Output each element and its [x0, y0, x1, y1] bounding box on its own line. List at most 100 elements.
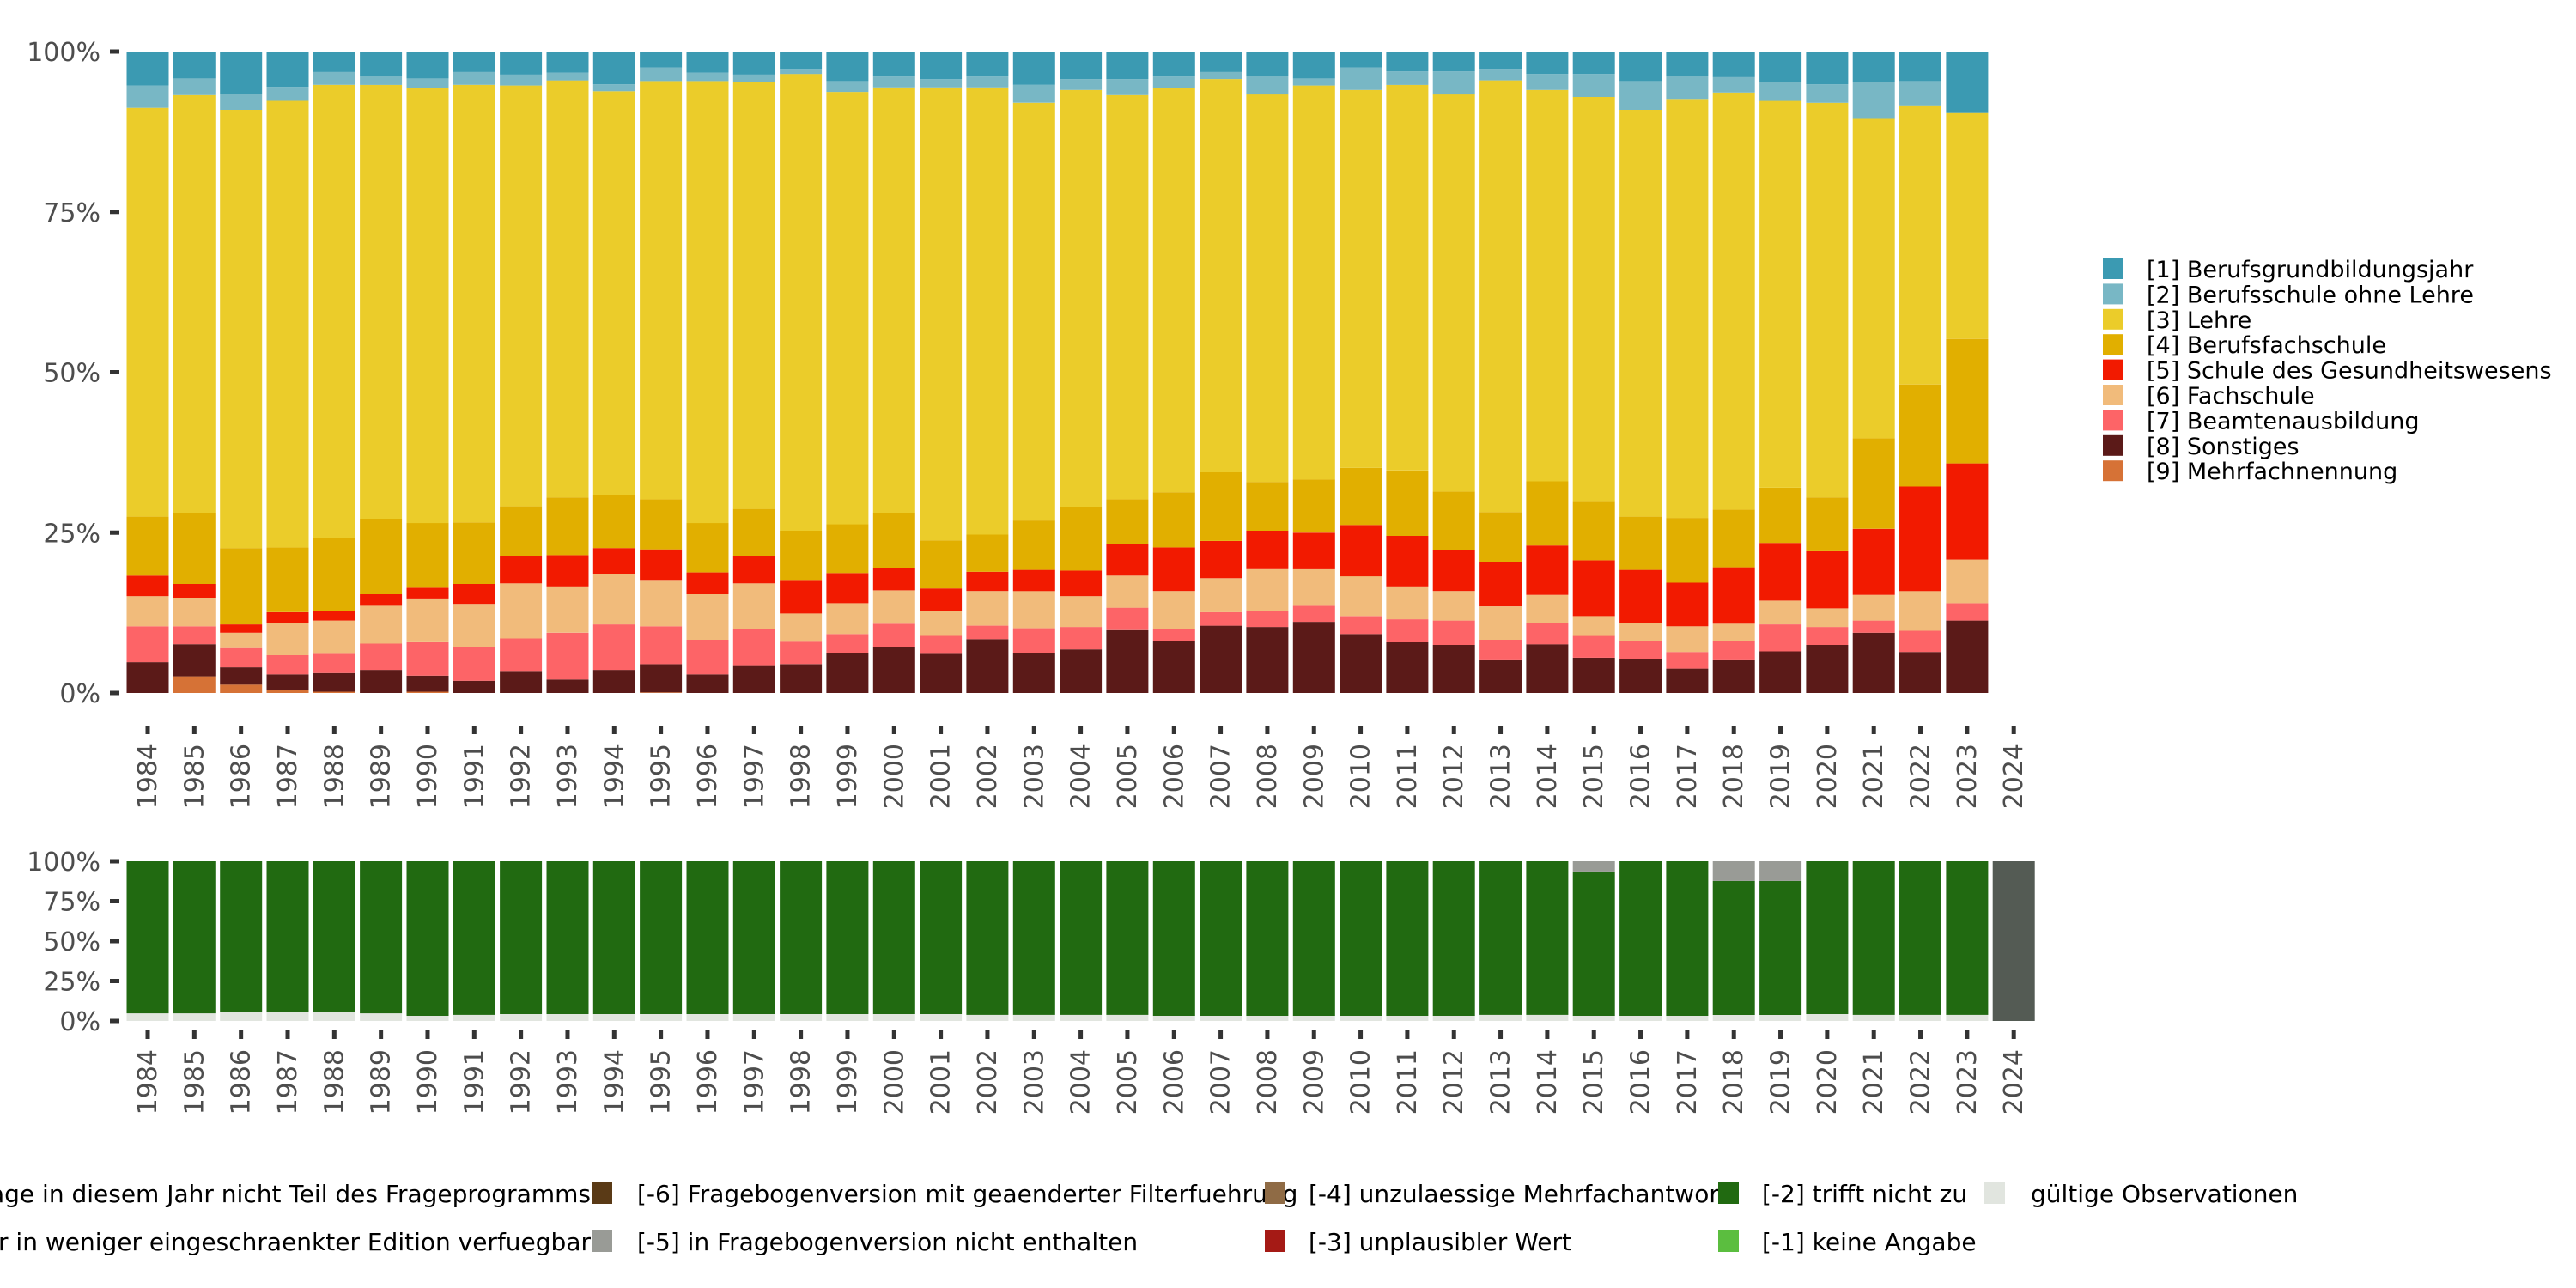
bar-segment [872, 861, 915, 1014]
bar-segment [872, 76, 915, 88]
bar-segment [500, 85, 543, 507]
bar-stack-1988 [313, 861, 355, 1021]
bar-segment [1152, 547, 1195, 592]
bar-segment [1666, 1016, 1709, 1021]
bar-segment [640, 1014, 683, 1021]
bar-segment [360, 670, 403, 693]
bar-segment [872, 52, 915, 77]
x-tick-label: 1996 [693, 1049, 723, 1115]
bar-stack-1984 [126, 52, 169, 693]
bar-segment [592, 84, 635, 92]
bar-segment [500, 74, 543, 86]
bar-segment [780, 69, 823, 75]
bar-segment [220, 684, 263, 693]
bar-segment [313, 84, 355, 538]
bar-segment [453, 522, 495, 584]
legend-label: [7] Beamtenausbildung [2147, 408, 2420, 434]
bottom-legend-item: [-4] unzulaessige Mehrfachantwort [1265, 1180, 1728, 1208]
bar-segment [1292, 532, 1335, 569]
bar-segment [173, 626, 216, 645]
bar-segment [500, 861, 543, 1014]
bar-segment [1432, 52, 1475, 72]
bar-segment [1340, 525, 1382, 577]
bar-segment [872, 1014, 915, 1021]
bar-segment [1619, 81, 1662, 110]
bar-segment [826, 634, 869, 653]
bar-segment [640, 664, 683, 693]
bar-segment [546, 52, 589, 73]
bar-segment [732, 74, 775, 82]
bottom-legend-label: ur in weniger eingeschraenkter Edition v… [0, 1228, 591, 1256]
bar-segment [126, 596, 169, 627]
bar-segment [1012, 628, 1055, 653]
bar-segment [1712, 659, 1755, 693]
x-tick-label: 2010 [1346, 744, 1376, 809]
bar-segment [173, 52, 216, 79]
bar-segment [220, 667, 263, 685]
bar-segment [453, 84, 495, 523]
bar-segment [1152, 641, 1195, 693]
bar-stack-2017 [1666, 52, 1709, 693]
bar-segment [1572, 560, 1615, 617]
bar-segment [592, 624, 635, 671]
bar-segment [1152, 1016, 1195, 1021]
bottom-legend-label: [-2] trifft nicht zu [1762, 1180, 1967, 1208]
bar-stack-2000 [872, 52, 915, 693]
bar-segment [1386, 536, 1429, 587]
x-tick-label: 2014 [1533, 744, 1563, 809]
bar-segment [1526, 861, 1569, 1015]
bar-stack-2014 [1526, 52, 1569, 693]
x-tick-label: 1993 [553, 744, 583, 809]
bar-segment [1292, 605, 1335, 623]
x-tick-label: 2022 [1906, 744, 1936, 809]
bar-segment [126, 1013, 169, 1021]
bar-segment [686, 81, 729, 524]
bar-segment [686, 523, 729, 573]
bar-segment [266, 100, 309, 548]
x-tick-label: 2008 [1253, 1049, 1283, 1115]
bar-segment [1666, 52, 1709, 76]
bar-segment [780, 52, 823, 70]
bar-segment [732, 556, 775, 584]
bar-segment [1012, 102, 1055, 521]
bar-stack-1992 [500, 861, 543, 1021]
bar-segment [1246, 482, 1289, 531]
bar-segment [686, 861, 729, 1014]
bar-segment [1899, 591, 1941, 631]
legend-item: [2] Berufsschule ohne Lehre [2103, 282, 2474, 308]
bar-segment [1432, 550, 1475, 592]
bar-segment [1340, 576, 1382, 617]
bar-segment [220, 861, 263, 1012]
bar-segment [1572, 861, 1615, 872]
bar-segment [732, 583, 775, 629]
bar-segment [1292, 85, 1335, 480]
bar-stack-2016 [1619, 861, 1662, 1021]
bar-segment [313, 691, 355, 693]
bar-segment [1712, 861, 1755, 881]
x-tick-label: 2000 [879, 744, 909, 809]
bar-segment [1806, 84, 1849, 103]
bar-segment [313, 52, 355, 72]
bar-segment [872, 623, 915, 647]
bar-segment [592, 548, 635, 574]
bar-segment [732, 629, 775, 666]
bar-stack-1993 [546, 861, 589, 1021]
bar-segment [1946, 603, 1989, 621]
x-tick-label: 2002 [973, 744, 1003, 809]
bar-segment [1292, 52, 1335, 79]
x-tick-label: 2013 [1486, 744, 1516, 809]
bottom-legend-item: [-5] in Fragebogenversion nicht enthalte… [592, 1228, 1138, 1256]
bar-segment [220, 52, 263, 94]
bar-segment [1200, 541, 1242, 579]
bar-segment [1526, 644, 1569, 693]
bar-segment [1572, 501, 1615, 561]
bar-segment [966, 52, 1009, 77]
legend-label: [2] Berufsschule ohne Lehre [2147, 282, 2474, 308]
bar-stack-2010 [1340, 861, 1382, 1021]
bottom-legend-item: gültige Observationen [1984, 1180, 2298, 1208]
bar-segment [406, 1016, 449, 1021]
bar-segment [920, 653, 963, 693]
bar-segment [872, 590, 915, 624]
bar-stack-2011 [1386, 52, 1429, 693]
bar-segment [1946, 1014, 1989, 1021]
